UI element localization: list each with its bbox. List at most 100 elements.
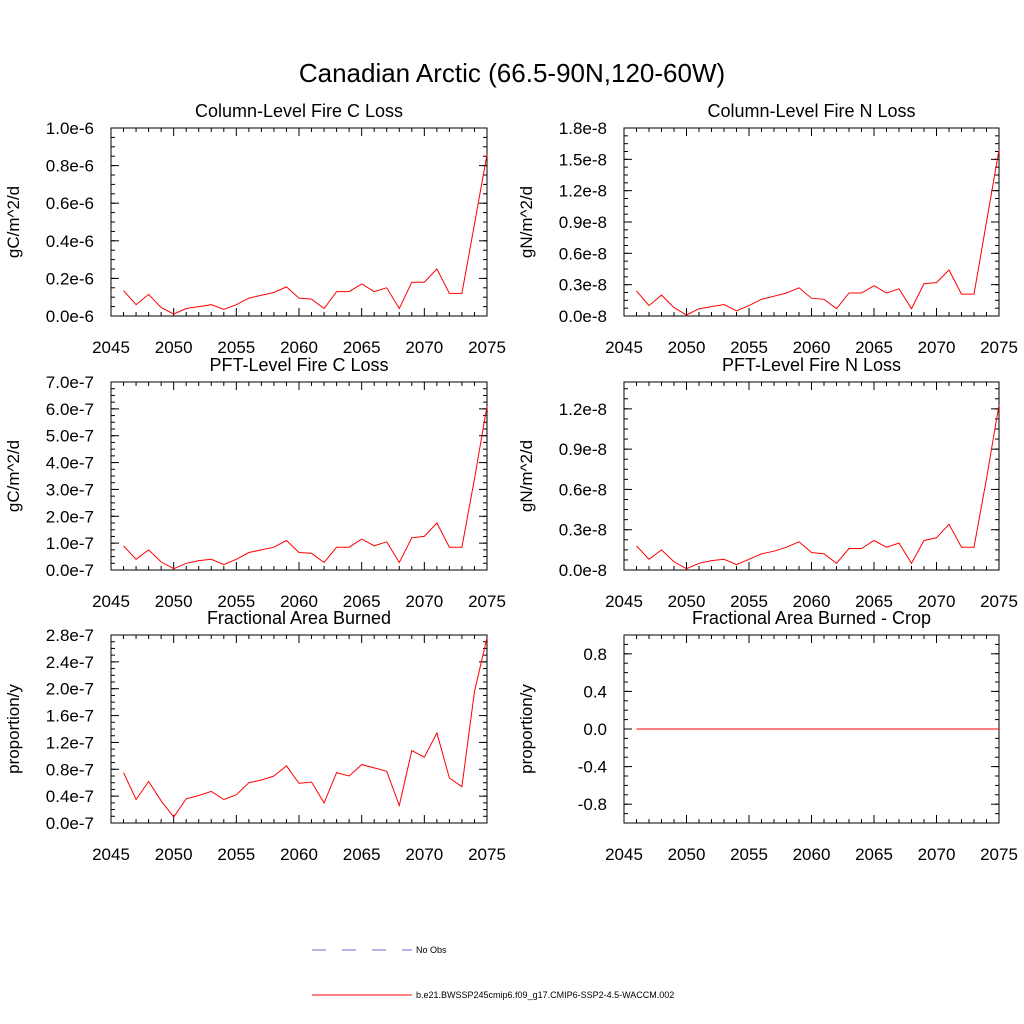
chart-2-xtick-label-2065: 2065 (855, 338, 893, 357)
chart-4-ytick-label-0-3e-8: 0.3e-8 (559, 521, 607, 540)
chart-2-xtick-label-2075: 2075 (980, 338, 1018, 357)
chart-5-ytick-label-0-0e-7: 0.0e-7 (46, 814, 94, 833)
chart-5-ytick-label-2-0e-7: 2.0e-7 (46, 680, 94, 699)
chart-1-frame (110, 127, 488, 317)
chart-5-xtick-label-2065: 2065 (343, 845, 381, 864)
chart-3-ytick-label-2-0e-7: 2.0e-7 (46, 507, 94, 526)
legend: No Obs b.e21.BWSSP245cmip6.f09_g17.CMIP6… (312, 945, 674, 1000)
chart-2-xtick-label-2060: 2060 (793, 338, 831, 357)
chart-4-xtick-label-2050: 2050 (668, 592, 706, 611)
chart-1-series-line (123, 154, 488, 315)
chart-3-ytick-label-6-0e-7: 6.0e-7 (46, 400, 94, 419)
chart-1-ytick-label-0-2e-6: 0.2e-6 (46, 269, 94, 288)
chart-1-ytick-label-1-0e-6: 1.0e-6 (46, 119, 94, 138)
chart-3-series-line (123, 406, 488, 570)
chart-3-ytick-label-3-0e-7: 3.0e-7 (46, 480, 94, 499)
chart-2-xtick-label-2070: 2070 (918, 338, 956, 357)
chart-5-ytick-label-0-4e-7: 0.4e-7 (46, 787, 94, 806)
chart-3-xtick-label-2060: 2060 (280, 592, 318, 611)
chart-6-xtick-label-2075: 2075 (980, 845, 1018, 864)
chart-3-ytick-label-5-0e-7: 5.0e-7 (46, 427, 94, 446)
chart-3-ytick-label-4-0e-7: 4.0e-7 (46, 454, 94, 473)
chart-2-title: Column-Level Fire N Loss (707, 101, 915, 121)
chart-4-xtick-label-2065: 2065 (855, 592, 893, 611)
chart-5-xtick-label-2060: 2060 (280, 845, 318, 864)
chart-3-xtick-label-2055: 2055 (217, 592, 255, 611)
chart-5-ytick-label-1-2e-7: 1.2e-7 (46, 733, 94, 752)
chart-3-xtick-label-2050: 2050 (155, 592, 193, 611)
chart-2-xtick-label-2050: 2050 (668, 338, 706, 357)
chart-6-xtick-label-2050: 2050 (668, 845, 706, 864)
chart-5-ytick-label-2-8e-7: 2.8e-7 (46, 626, 94, 645)
chart-6-xtick-label-2045: 2045 (605, 845, 643, 864)
chart-1-title: Column-Level Fire C Loss (195, 101, 403, 121)
chart-2-xtick-label-2045: 2045 (605, 338, 643, 357)
chart-4-xtick-label-2075: 2075 (980, 592, 1018, 611)
chart-1-xtick-label-2060: 2060 (280, 338, 318, 357)
chart-1-xtick-label-2050: 2050 (155, 338, 193, 357)
chart-5-xtick-label-2070: 2070 (405, 845, 443, 864)
chart-2-series-line (636, 149, 1000, 316)
chart-1-xtick-label-2070: 2070 (405, 338, 443, 357)
chart-5-ylabel: proportion/y (4, 684, 23, 774)
chart-3-ytick-label-7-0e-7: 7.0e-7 (46, 373, 94, 392)
chart-5-ytick-label-0-8e-7: 0.8e-7 (46, 760, 94, 779)
chart-6-xtick-label-2065: 2065 (855, 845, 893, 864)
chart-4-xtick-label-2045: 2045 (605, 592, 643, 611)
chart-3-ytick-label-1-0e-7: 1.0e-7 (46, 534, 94, 553)
chart-6: Fractional Area Burned - Crop proportion/… (517, 608, 1018, 864)
chart-1: Column-Level Fire C Loss gC/m^2/d 2045 2050… (4, 101, 506, 357)
chart-1-xtick-label-2075: 2075 (468, 338, 506, 357)
chart-2: Column-Level Fire N Loss gN/m^2/d 2045 2050… (517, 101, 1018, 357)
chart-3-xtick-label-2070: 2070 (405, 592, 443, 611)
chart-6-ytick-label-0-8: -0.8 (578, 795, 607, 814)
chart-1-xtick-label-2045: 2045 (92, 338, 130, 357)
chart-1-ytick-label-0-6e-6: 0.6e-6 (46, 194, 94, 213)
chart-2-ytick-label-0-0e-8: 0.0e-8 (559, 307, 607, 326)
chart-3-ytick-label-0-0e-7: 0.0e-7 (46, 561, 94, 580)
chart-3-xtick-label-2065: 2065 (343, 592, 381, 611)
chart-5-title: Fractional Area Burned (207, 608, 391, 628)
chart-6-title: Fractional Area Burned - Crop (692, 608, 931, 628)
chart-2-xtick-label-2055: 2055 (730, 338, 768, 357)
chart-4-ytick-label-1-2e-8: 1.2e-8 (559, 400, 607, 419)
chart-4-title: PFT-Level Fire N Loss (722, 355, 901, 375)
chart-1-xtick-label-2065: 2065 (343, 338, 381, 357)
chart-1-ytick-label-0-8e-6: 0.8e-6 (46, 157, 94, 176)
chart-5-xtick-label-2045: 2045 (92, 845, 130, 864)
chart-4-xtick-label-2070: 2070 (918, 592, 956, 611)
chart-5: Fractional Area Burned proportion/y 2045 20… (4, 608, 506, 864)
chart-3-xtick-label-2045: 2045 (92, 592, 130, 611)
figure-title: Canadian Arctic (66.5-90N,120-60W) (299, 58, 725, 88)
chart-2-ytick-label-0-9e-8: 0.9e-8 (559, 213, 607, 232)
chart-1-ytick-label-0-0e-6: 0.0e-6 (46, 307, 94, 326)
chart-4-ytick-label-0-6e-8: 0.6e-8 (559, 480, 607, 499)
chart-4-ytick-label-0-0e-8: 0.0e-8 (559, 561, 607, 580)
chart-2-ylabel: gN/m^2/d (517, 186, 536, 258)
chart-3-ylabel: gC/m^2/d (4, 440, 23, 512)
chart-4-ylabel: gN/m^2/d (517, 440, 536, 512)
chart-5-xtick-label-2055: 2055 (217, 845, 255, 864)
chart-1-ylabel: gC/m^2/d (4, 186, 23, 258)
chart-2-ytick-label-1-8e-8: 1.8e-8 (559, 119, 607, 138)
chart-2-frame (623, 127, 1000, 317)
chart-5-ytick-label-1-6e-7: 1.6e-7 (46, 707, 94, 726)
chart-6-ytick-label-0-4: 0.4 (583, 682, 607, 701)
chart-3-title: PFT-Level Fire C Loss (209, 355, 388, 375)
chart-1-ytick-label-0-4e-6: 0.4e-6 (46, 232, 94, 251)
chart-4-xtick-label-2060: 2060 (793, 592, 831, 611)
chart-5-frame (110, 634, 488, 824)
chart-3-frame (110, 381, 488, 571)
chart-6-xtick-label-2055: 2055 (730, 845, 768, 864)
chart-4-series-line (636, 404, 1000, 570)
chart-5-series-line (123, 637, 488, 818)
chart-2-ytick-label-0-3e-8: 0.3e-8 (559, 276, 607, 295)
chart-6-ytick-label-0-0: 0.0 (583, 720, 607, 739)
chart-6-xtick-label-2070: 2070 (918, 845, 956, 864)
chart-2-ytick-label-0-6e-8: 0.6e-8 (559, 244, 607, 263)
legend-label-no-obs: No Obs (416, 945, 447, 955)
legend-label-model: b.e21.BWSSP245cmip6.f09_g17.CMIP6-SSP2-4… (416, 990, 674, 1000)
chart-6-ytick-label-0-8: 0.8 (583, 645, 607, 664)
chart-5-ytick-label-2-4e-7: 2.4e-7 (46, 653, 94, 672)
